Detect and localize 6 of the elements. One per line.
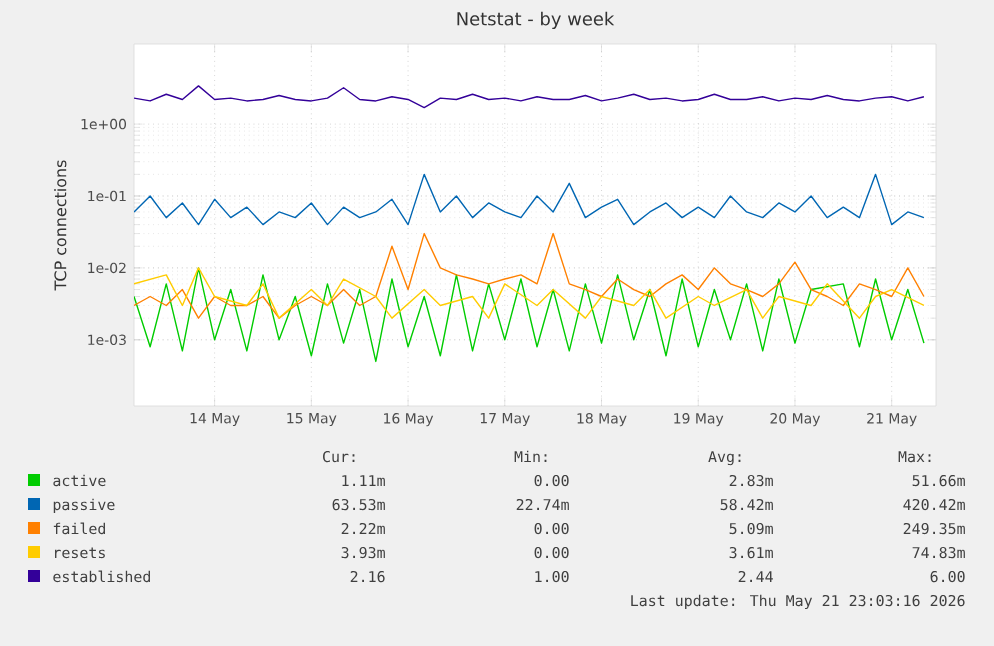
line-series xyxy=(134,267,925,363)
line-series xyxy=(134,85,925,109)
chart-title: Netstat - by week xyxy=(457,11,615,29)
line-series xyxy=(134,173,925,226)
line-series xyxy=(134,267,925,319)
line-series xyxy=(134,232,925,319)
